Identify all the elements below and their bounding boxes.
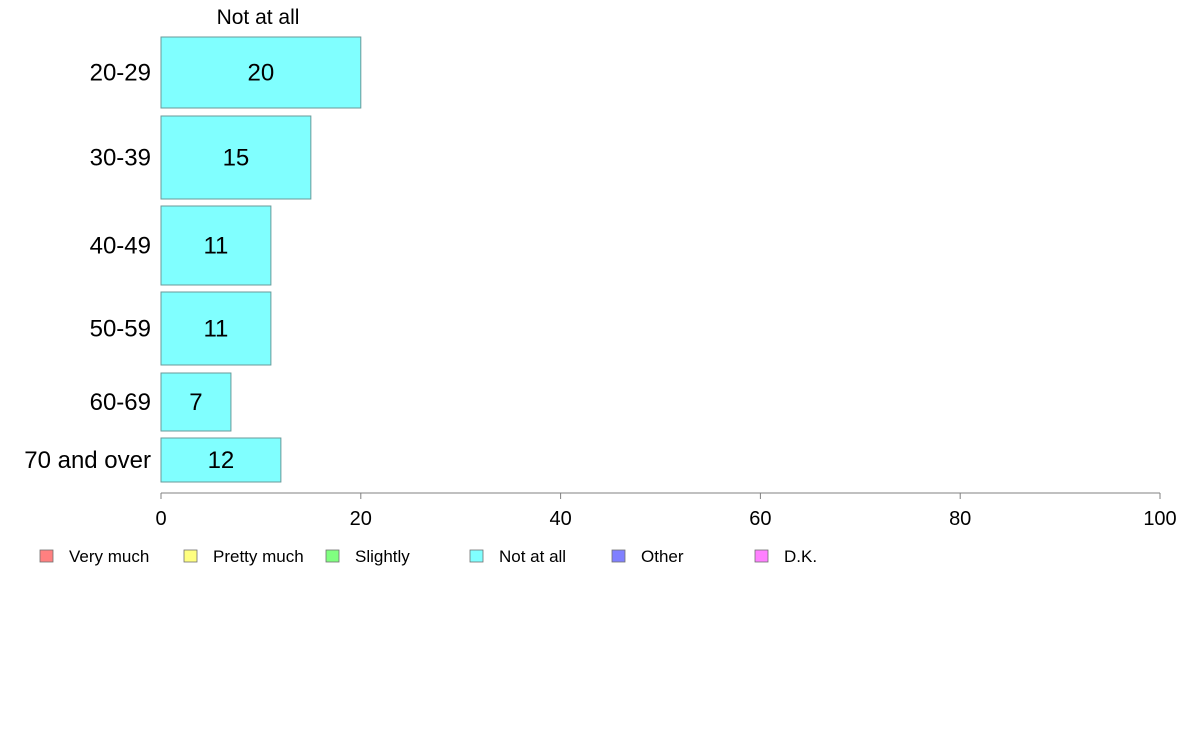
value-label: 15: [223, 145, 250, 172]
value-label: 20: [248, 60, 275, 87]
value-label: 7: [189, 389, 202, 416]
bar-30-39: [160, 115, 312, 200]
x-tick-label: 100: [1143, 508, 1176, 530]
legend-swatch: [754, 549, 769, 563]
bars-layer: 20-29 20 30-39 15 40-49 11 50-59 11 60-69 7 70 and…: [24, 36, 362, 483]
x-tick-label: 60: [749, 508, 771, 530]
category-label: 70 and over: [24, 447, 151, 474]
value-label: 11: [203, 316, 228, 343]
value-label: 12: [208, 447, 235, 474]
column-header: Not at all: [217, 6, 300, 29]
bar-70-and-over: [160, 437, 282, 483]
legend-label: Not at all: [499, 547, 566, 566]
category-label: 60-69: [90, 389, 151, 416]
x-axis: 0 20 40 60 80 100: [155, 492, 1177, 530]
category-label: 20-29: [90, 60, 151, 87]
legend-swatch: [325, 549, 340, 563]
x-tick-label: 20: [350, 508, 372, 530]
legend-label: Pretty much: [213, 547, 304, 566]
legend-swatch: [611, 549, 626, 563]
legend-swatch: [39, 549, 54, 563]
legend-label: Other: [641, 547, 684, 566]
legend-label: Slightly: [355, 547, 410, 566]
value-label: 11: [203, 233, 228, 260]
category-label: 40-49: [90, 233, 151, 260]
bar-60-69: [160, 372, 232, 432]
legend-swatch: [183, 549, 198, 563]
legend-swatch: [469, 549, 484, 563]
category-label: 50-59: [90, 316, 151, 343]
legend-label: Very much: [69, 547, 149, 566]
legend: Very much Pretty much Slightly Not at all Ot…: [39, 547, 817, 566]
x-tick-label: 40: [549, 508, 571, 530]
bar-40-49: [160, 205, 272, 286]
bar-50-59: [160, 291, 272, 366]
x-tick-label: 0: [155, 508, 166, 530]
bar-20-29: [160, 36, 362, 109]
category-label: 30-39: [90, 145, 151, 172]
x-tick-label: 80: [949, 508, 971, 530]
legend-label: D.K.: [784, 547, 817, 566]
